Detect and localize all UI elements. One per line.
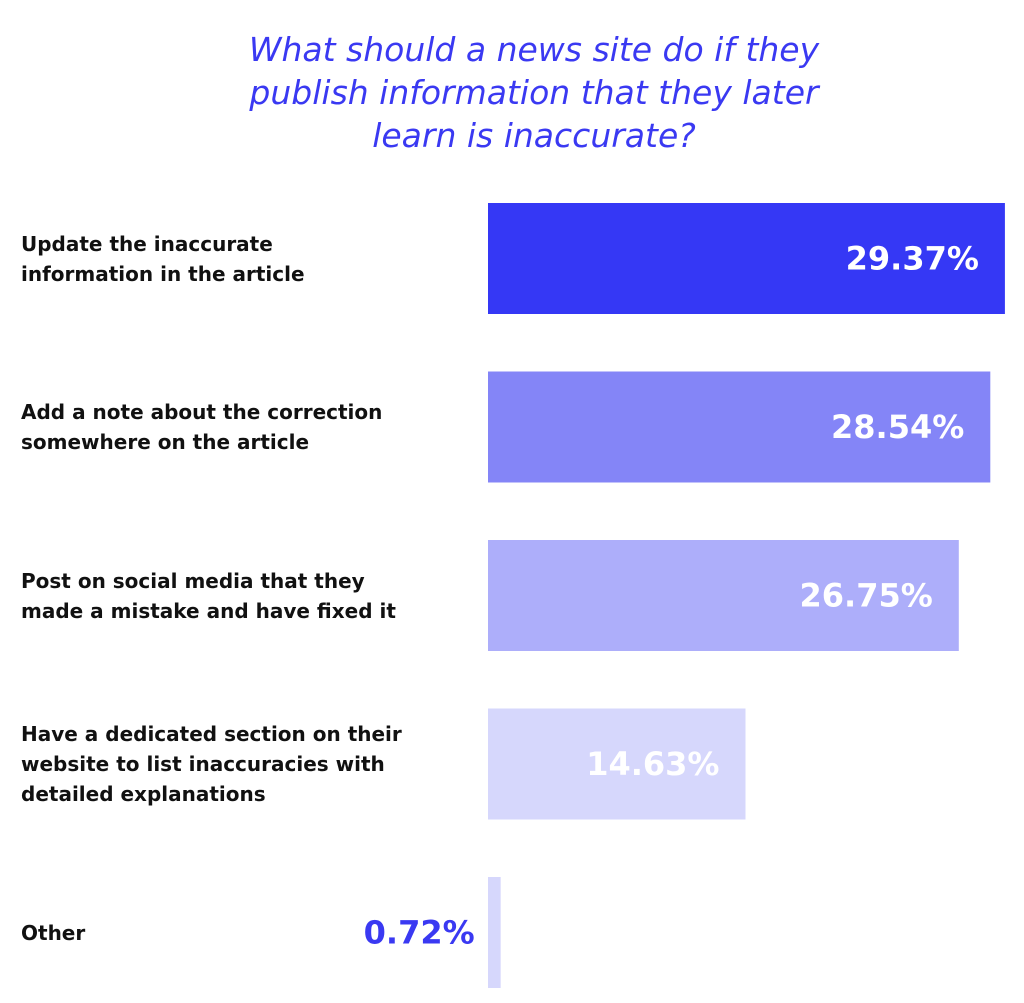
category-label-4-line-2: website to list inaccuracies with: [21, 752, 385, 776]
value-label-1: 29.37%: [846, 240, 979, 278]
category-label-4: Have a dedicated section on their website…: [21, 719, 461, 809]
chart-title-line-3: learn is inaccurate?: [372, 116, 696, 155]
category-label-3: Post on social media that they made a mis…: [21, 566, 461, 626]
value-label-5: 0.72%: [364, 914, 475, 952]
chart-title: What should a news site do if they publi…: [0, 28, 1024, 157]
value-label-2: 28.54%: [831, 408, 964, 446]
category-label-1-line-1: Update the inaccurate: [21, 231, 273, 256]
category-label-2-line-2: somewhere on the article: [21, 430, 310, 454]
category-label-3-line-1: Post on social media that they: [21, 568, 365, 593]
bar-4: [488, 708, 746, 820]
value-label-3: 26.75%: [800, 577, 933, 615]
category-label-5-line-1: Other: [21, 920, 86, 945]
category-label-1: Update the inaccurate information in the …: [21, 229, 461, 289]
value-label-4: 14.63%: [586, 745, 719, 783]
bar-3: [488, 540, 959, 651]
category-label-2-line-1: Add a note about the correction: [21, 400, 383, 424]
bar-2: [488, 371, 991, 483]
chart-title-line-1: What should a news site do if they: [248, 30, 820, 69]
category-label-3-line-2: made a mistake and have fixed it: [21, 598, 396, 623]
category-label-5: Other: [21, 918, 461, 948]
category-label-4-line-3: detailed explanations: [21, 782, 266, 806]
bar-5: [488, 877, 501, 988]
category-label-4-line-1: Have a dedicated section on their: [21, 722, 402, 746]
bar-1: [488, 203, 1005, 314]
category-label-2: Add a note about the correction somewhere…: [21, 397, 461, 457]
category-label-1-line-2: information in the article: [21, 261, 305, 286]
chart-title-line-2: publish information that they later: [249, 73, 819, 112]
